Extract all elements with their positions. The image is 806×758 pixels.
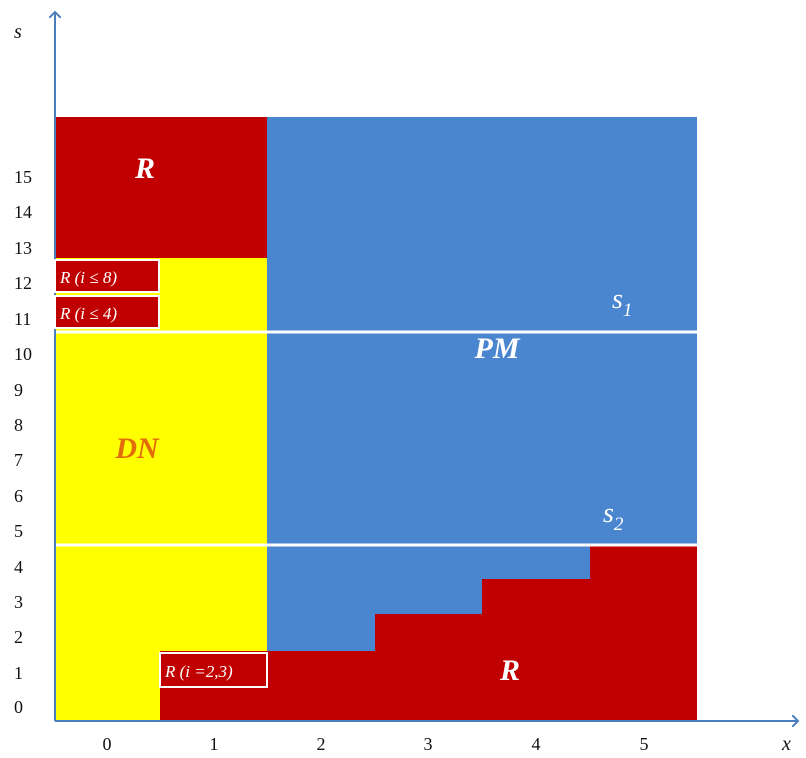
condition-label: R (i ≤ 4): [59, 304, 117, 323]
condition-box: [54, 259, 160, 293]
y-tick-label: 12: [14, 273, 32, 293]
s2-name: s: [603, 498, 614, 529]
condition-box-i-2-3: R (i =2,3): [159, 652, 268, 688]
x-axis-label: x: [781, 733, 791, 755]
y-tick-label: 2: [14, 627, 23, 647]
y-tick-label: 11: [14, 309, 31, 329]
y-axis-label: s: [14, 21, 22, 43]
r-top-label: R: [134, 152, 155, 185]
y-tick-label: 1: [14, 663, 23, 683]
y-tick-label: 6: [14, 486, 23, 506]
condition-box: [159, 652, 268, 688]
s2-label: s2: [603, 498, 624, 535]
x-tick-label: 1: [210, 734, 219, 754]
y-tick-label: 0: [14, 697, 23, 717]
y-tick-label: 5: [14, 521, 23, 541]
y-tick-label: 4: [14, 557, 23, 577]
y-tick-labels: 0 1 2 3 4 5 6 7 8 9 10 11 12 13 14 15: [14, 167, 32, 717]
x-tick-label: 3: [424, 734, 433, 754]
x-tick-label: 5: [640, 734, 649, 754]
condition-label: R (i =2,3): [164, 662, 233, 681]
r-region-top: [55, 117, 267, 258]
y-tick-label: 3: [14, 592, 23, 612]
y-tick-label: 13: [14, 238, 32, 258]
x-tick-label: 4: [532, 734, 541, 754]
s1-name: s: [612, 284, 623, 315]
dn-region: [55, 258, 267, 721]
condition-box-i-le-4: R (i ≤ 4): [54, 295, 160, 329]
r-bottom-label: R: [499, 654, 520, 687]
condition-label: R (i ≤ 8): [59, 268, 117, 287]
x-tick-label: 2: [317, 734, 326, 754]
y-tick-label: 14: [14, 202, 32, 222]
r-region-bottom: [160, 545, 697, 721]
x-tick-label: 0: [103, 734, 112, 754]
y-tick-label: 15: [14, 167, 32, 187]
dn-label: DN: [114, 432, 160, 465]
s1-label: s1: [612, 284, 632, 321]
s1-subscript: 1: [623, 300, 633, 321]
y-tick-label: 7: [14, 450, 23, 470]
condition-box-i-le-8: R (i ≤ 8): [54, 259, 160, 293]
y-tick-label: 9: [14, 380, 23, 400]
y-tick-label: 10: [14, 344, 32, 364]
y-tick-label: 8: [14, 415, 23, 435]
condition-box: [54, 295, 160, 329]
s2-subscript: 2: [614, 514, 624, 535]
x-tick-labels: 0 1 2 3 4 5: [103, 734, 649, 754]
pm-label: PM: [474, 332, 521, 365]
